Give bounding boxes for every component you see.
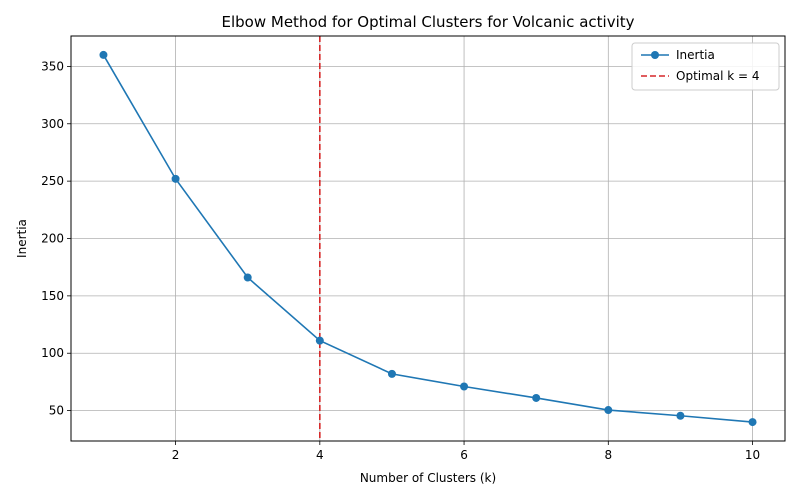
x-tick-label: 6: [460, 448, 468, 462]
x-tick-label: 8: [604, 448, 612, 462]
inertia-data-point: [99, 50, 108, 59]
inertia-data-point: [387, 369, 396, 378]
y-tick-label: 250: [41, 174, 64, 188]
x-tick-label: 4: [316, 448, 324, 462]
grid: [71, 36, 785, 441]
y-tick-label: 150: [41, 289, 64, 303]
inertia-data-point: [604, 406, 613, 415]
x-tick-label: 10: [745, 448, 760, 462]
tick-layer: 2 4 6 8 10 50 100 150 200 250 300 350: [41, 59, 760, 462]
chart-title: Elbow Method for Optimal Clusters for Vo…: [222, 13, 635, 31]
inertia-series-line: [102, 54, 753, 423]
x-axis-label: Number of Clusters (k): [360, 471, 496, 485]
legend-inertia-label: Inertia: [676, 48, 715, 62]
inertia-data-point: [460, 382, 469, 391]
x-tick-label: 2: [172, 448, 180, 462]
inertia-data-point: [315, 336, 324, 345]
inertia-data-point: [532, 393, 541, 402]
y-axis-label: Inertia: [15, 219, 29, 258]
series-layer: [99, 50, 757, 427]
y-tick-label: 350: [41, 59, 64, 73]
inertia-data-point: [676, 411, 685, 420]
y-tick-label: 200: [41, 232, 64, 246]
y-tick-label: 50: [49, 404, 64, 418]
inertia-data-point: [243, 273, 252, 282]
legend-optimal-label: Optimal k = 4: [676, 69, 760, 83]
inertia-data-point: [171, 174, 180, 183]
legend: Inertia Optimal k = 4: [631, 42, 780, 91]
y-tick-label: 300: [41, 117, 64, 131]
y-tick-label: 100: [41, 346, 64, 360]
legend-inertia-marker: [651, 51, 659, 59]
inertia-data-point: [748, 418, 757, 427]
